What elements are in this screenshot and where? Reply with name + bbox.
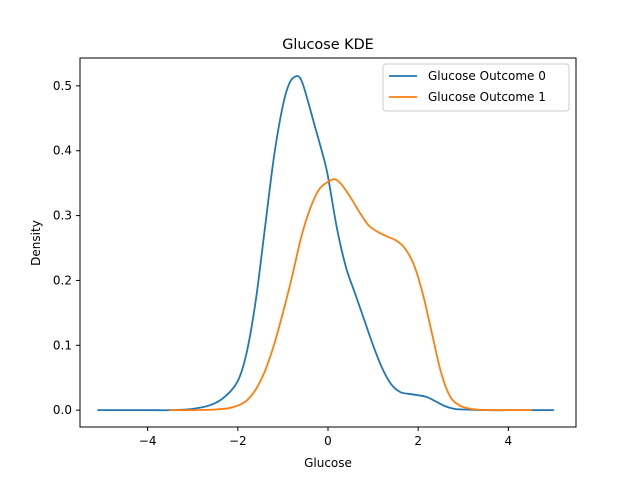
y-axis-label: Density [29,220,43,266]
x-tick-label: −2 [229,434,247,448]
y-tick-label: 0.4 [53,144,72,158]
y-tick-label: 0.2 [53,273,72,287]
y-axis: 0.0 0.1 0.2 0.3 0.4 0.5 [53,79,80,417]
legend-box [382,63,570,112]
series-line-1 [97,75,555,412]
legend-label-2: Glucose Outcome 1 [428,90,546,104]
x-tick-label: 0 [324,434,332,448]
legend: Glucose Outcome 0 Glucose Outcome 1 [382,63,570,112]
y-tick-label: 0.1 [53,338,72,352]
y-tick-label: 0.3 [53,209,72,223]
plot-area [97,75,555,412]
x-tick-label: 2 [414,434,422,448]
legend-label-1: Glucose Outcome 0 [428,69,546,83]
x-tick-label: 4 [505,434,513,448]
x-axis: −4 −2 0 2 4 [139,427,512,448]
chart-title: Glucose KDE [282,37,374,53]
x-tick-label: −4 [139,434,157,448]
series-line-2 [169,178,532,412]
y-tick-label: 0.0 [53,403,72,417]
x-axis-label: Glucose [304,456,352,470]
y-tick-label: 0.5 [53,79,72,93]
